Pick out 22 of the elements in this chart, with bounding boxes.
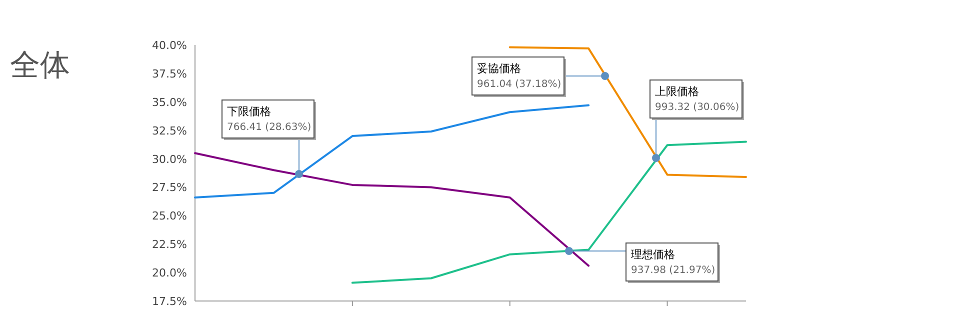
annotation: 理想価格 937.98 (21.97%) [565,242,720,283]
line-series [194,104,590,198]
y-tick-label: 25.0% [152,210,187,223]
y-tick-label: 30.0% [152,152,187,166]
annotation: 理想価格 937.98 (21.97%) [631,248,716,276]
y-tick-label: 32.5% [152,124,187,138]
y-tick-label: 27.5% [152,181,187,194]
annotation: 下限価格 766.41 (28.63%) [227,105,312,133]
title: 全体 [10,48,70,83]
y-tick-label: 35.0% [152,96,187,109]
annotation: 妥協価格 961.04 (37.18%) [472,56,609,97]
annotation: 上限価格 993.32 (30.06%) [655,85,740,113]
line-series [351,140,747,284]
y-tick-label: 40.0% [152,39,187,52]
y-tick-label: 37.5% [152,67,187,80]
annotation: 上限価格 993.32 (30.06%) [650,80,744,162]
y-tick-label: 17.5% [152,295,187,308]
annotation: 下限価格 766.41 (28.63%) [222,100,316,178]
line-series [194,152,590,267]
annotation: 妥協価格 961.04 (37.18%) [477,62,562,90]
y-tick-label: 22.5% [152,238,187,252]
y-tick-label: 20.0% [152,266,187,280]
